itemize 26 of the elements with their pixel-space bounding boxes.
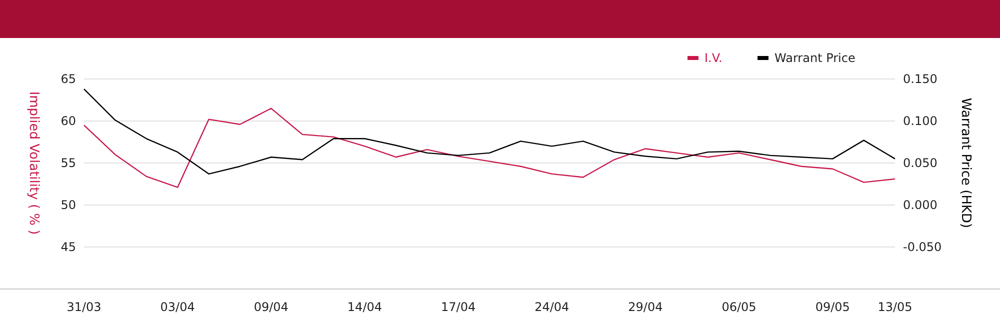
y2-tick-label: 0.050 — [903, 156, 938, 170]
x-tick-label: 09/05 — [815, 300, 850, 314]
y2-tick-label: 0.100 — [903, 114, 938, 128]
y-tick-label: 50 — [60, 198, 76, 212]
x-tick-label: 24/04 — [534, 300, 570, 314]
y2-tick-label: 0.150 — [903, 72, 938, 86]
x-tick-label: 03/04 — [160, 300, 195, 314]
line-series — [83, 108, 896, 188]
x-tick-label: 06/05 — [722, 300, 756, 314]
y-tick-label: 55 — [60, 156, 76, 170]
line-series — [83, 88, 896, 175]
y2-tick-label: -0.050 — [903, 240, 942, 254]
legend-label: Warrant Price — [774, 51, 856, 66]
x-tick-label: 17/04 — [441, 300, 476, 314]
x-tick-label: 31/03 — [66, 300, 102, 314]
y-tick-label: 45 — [60, 240, 76, 254]
y2-axis-title: Warrant Price (HKD) — [958, 98, 973, 228]
x-tick-label: 13/05 — [878, 300, 912, 314]
y-tick-label: 65 — [60, 72, 76, 86]
x-tick-label: 14/04 — [347, 300, 382, 314]
x-tick-label: 29/04 — [628, 300, 663, 314]
legend-label: I.V. — [704, 51, 722, 66]
y-axis-title: Implied Volatility ( % ) — [26, 91, 41, 235]
y-tick-label: 60 — [60, 114, 76, 128]
x-tick-label: 09/04 — [254, 300, 288, 314]
y2-tick-label: 0.000 — [903, 198, 938, 212]
